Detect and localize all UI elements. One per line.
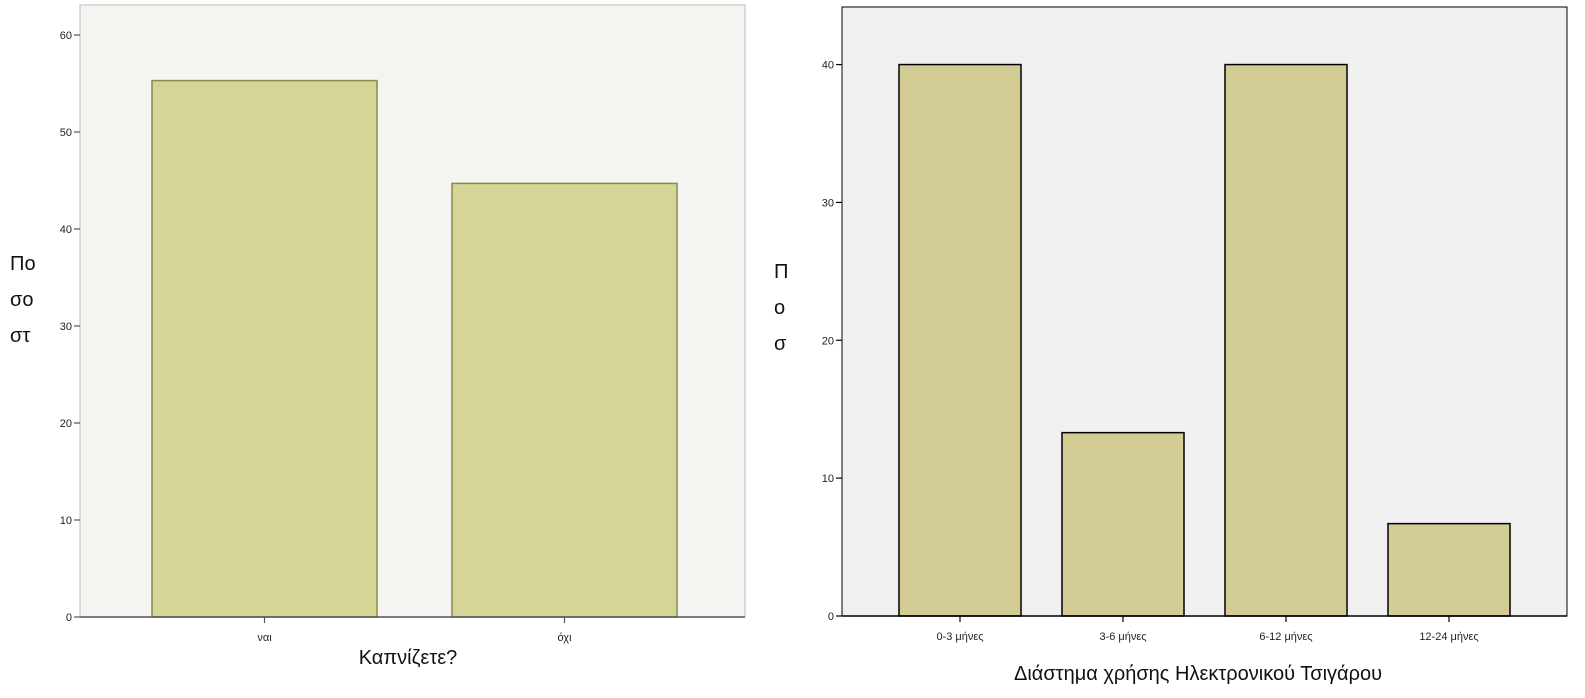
svg-text:στ: στ: [10, 325, 30, 347]
y-axis-label-left: Πο σο στ ό: [10, 253, 36, 383]
bar-right-4: [1387, 522, 1511, 617]
bar-left-1: [151, 79, 378, 618]
y-tick-label: 40: [60, 224, 72, 236]
svg-text:σο: σο: [10, 289, 33, 311]
y-tick-label: 50: [60, 127, 72, 139]
svg-text:σ: σ: [774, 333, 787, 355]
x-tick-label: όχι: [557, 632, 572, 644]
bar-right-1: [898, 63, 1022, 617]
svg-text:ο: ο: [774, 369, 785, 391]
y-tick-label: 10: [60, 515, 72, 527]
chart-right: 0 10 20 30 40 0-3 μήνες 3-6 μήνες 6-12 μήνες 12…: [774, 6, 1568, 685]
y-tick-label: 10: [822, 473, 834, 485]
bar-right-2: [1061, 431, 1185, 617]
y-tick-label: 20: [60, 418, 72, 430]
x-axis-label-left: Καπνίζετε?: [359, 647, 458, 669]
x-tick-label: 0-3 μήνες: [936, 631, 983, 643]
bar-left-2: [451, 182, 678, 618]
y-tick-label: 60: [60, 30, 72, 42]
y-tick-label: 40: [822, 60, 834, 72]
svg-text:Π: Π: [774, 261, 788, 283]
x-axis-label-right: Διάστημα χρήσης Ηλεκτρονικού Τσιγάρου: [1014, 663, 1382, 685]
x-tick-label: 12-24 μήνες: [1419, 631, 1478, 643]
svg-text:ο: ο: [774, 297, 785, 319]
x-tick-label: 6-12 μήνες: [1259, 631, 1312, 643]
y-tick-label: 0: [66, 612, 72, 624]
svg-text:Πο: Πο: [10, 253, 36, 275]
chart-left: 0 10 20 30 40 50 60 ναι όχι Πο σο στ ό Καπνίζετε?: [10, 4, 746, 669]
x-tick-label: ναι: [257, 632, 272, 644]
y-tick-label: 20: [822, 335, 834, 347]
y-tick-label: 30: [822, 197, 834, 209]
x-tick-label: 3-6 μήνες: [1099, 631, 1146, 643]
svg-text:ό: ό: [10, 361, 21, 383]
y-tick-label: 0: [828, 611, 834, 623]
bar-right-3: [1224, 63, 1348, 617]
y-tick-label: 30: [60, 321, 72, 333]
